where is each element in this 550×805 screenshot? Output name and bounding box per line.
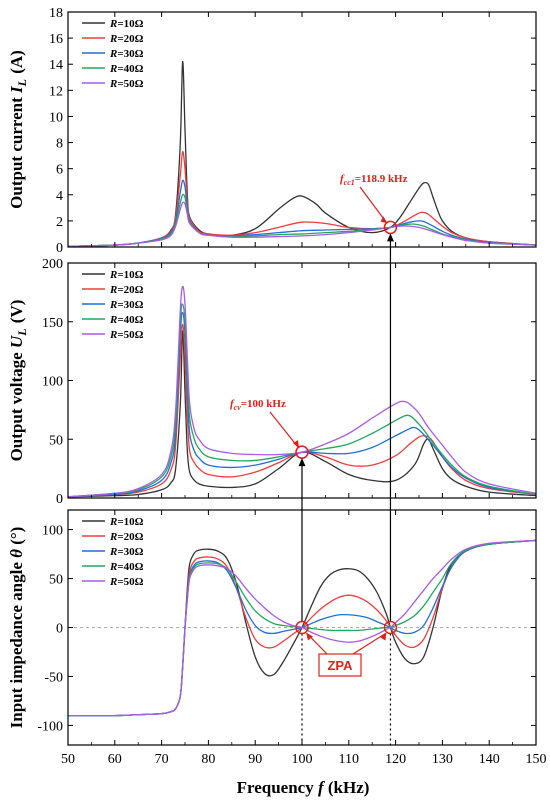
y-tick-label: 2 <box>56 215 63 230</box>
y-tick-label: -50 <box>44 670 63 685</box>
legend: R=10Ω R=20Ω R=30Ω R=40Ω R=50Ω <box>82 516 144 588</box>
series-line-R20ohm <box>68 323 536 498</box>
y-tick-label: 0 <box>56 492 63 507</box>
series-line-R40ohm <box>68 303 536 498</box>
y-axis-label: Output current IL (A) <box>7 50 29 209</box>
legend-label: R=10Ω <box>109 269 144 281</box>
legend-label: R=40Ω <box>109 314 144 326</box>
y-tick-label: 16 <box>49 32 63 47</box>
legend-label: R=30Ω <box>109 546 144 558</box>
annotation-label: fcc1=118.9 kHz <box>340 173 408 187</box>
y-tick-label: 200 <box>42 257 63 272</box>
y-tick-label: 150 <box>42 316 63 331</box>
panel-1: 0 2 4 6 8 10 12 14 16 18 Output current IL (A) R=10… <box>7 6 537 256</box>
series-line-R10ohm <box>68 60 536 247</box>
legend-label: R=30Ω <box>109 48 144 60</box>
legend-label: R=20Ω <box>109 531 144 543</box>
legend-label: R=40Ω <box>109 561 144 573</box>
legend-label: R=20Ω <box>109 33 144 45</box>
legend-label: R=10Ω <box>109 18 144 30</box>
x-tick-label: 80 <box>201 752 215 767</box>
series-line-R50ohm <box>68 539 536 717</box>
y-tick-label: 14 <box>49 58 63 73</box>
y-tick-label: 0 <box>56 241 63 256</box>
series-line-R20ohm <box>68 151 536 247</box>
x-tick-label: 60 <box>108 752 122 767</box>
series-line-R30ohm <box>68 179 536 247</box>
legend-label: R=10Ω <box>109 516 144 528</box>
zpa-label: ZPA <box>327 658 353 673</box>
annotation-arrowhead <box>293 440 299 449</box>
x-tick-label: 140 <box>479 752 500 767</box>
y-axis-label: Input impedance angle θ (°) <box>7 527 26 729</box>
zpa-arrowhead <box>380 632 387 641</box>
y-tick-label: 100 <box>42 375 63 390</box>
series-line-R10ohm <box>68 330 536 498</box>
y-tick-label: 6 <box>56 163 63 178</box>
y-axis-label: Output voltage UL (V) <box>7 300 29 462</box>
legend-label: R=30Ω <box>109 299 144 311</box>
zpa-box <box>318 653 362 677</box>
y-tick-label: 100 <box>42 524 63 539</box>
legend: R=10Ω R=20Ω R=30Ω R=40Ω R=50Ω <box>82 269 144 341</box>
legend-label: R=40Ω <box>109 63 144 75</box>
y-tick-label: 50 <box>49 433 63 448</box>
x-tick-label: 150 <box>526 752 547 767</box>
annotation-arrow <box>359 186 387 223</box>
zpa-arrow <box>352 632 386 655</box>
panel-3: 50 60 70 80 90 100 110 120 130 140 150 -100 -50 0 50 10… <box>7 509 547 767</box>
x-axis-label: Frequency f (kHz) <box>237 778 370 797</box>
zpa-arrowhead <box>306 632 313 641</box>
legend-label: R=50Ω <box>109 329 144 341</box>
legend-label: R=20Ω <box>109 284 144 296</box>
x-tick-label: 90 <box>248 752 262 767</box>
x-tick-label: 130 <box>432 752 453 767</box>
legend-label: R=50Ω <box>109 576 144 588</box>
series-line-R30ohm <box>68 311 536 498</box>
y-tick-label: -100 <box>37 719 63 734</box>
annotation-label: fcv=100 kHz <box>230 398 286 412</box>
legend: R=10Ω R=20Ω R=30Ω R=40Ω R=50Ω <box>82 18 144 90</box>
x-tick-label: 100 <box>292 752 313 767</box>
annotation-arrowhead <box>380 216 388 224</box>
x-tick-label: 70 <box>155 752 169 767</box>
connector-arrowhead <box>386 233 394 242</box>
y-tick-label: 8 <box>56 137 63 152</box>
x-tick-label: 120 <box>385 752 406 767</box>
y-tick-label: 10 <box>49 110 63 125</box>
legend-label: R=50Ω <box>109 78 144 90</box>
series-line-R40ohm <box>68 193 536 247</box>
zpa-circle <box>383 620 398 635</box>
y-tick-label: 18 <box>49 6 63 21</box>
x-tick-label: 110 <box>339 752 359 767</box>
y-tick-label: 12 <box>49 84 63 99</box>
connector-arrowhead <box>298 458 306 467</box>
annotation-arrow <box>269 411 299 448</box>
y-tick-label: 0 <box>56 622 63 637</box>
series-line-R50ohm <box>68 201 536 247</box>
y-tick-label: 4 <box>56 189 63 204</box>
y-tick-label: 50 <box>49 573 63 588</box>
x-tick-label: 50 <box>61 752 75 767</box>
zpa-circle <box>295 620 309 635</box>
series-line-R50ohm <box>68 285 536 498</box>
